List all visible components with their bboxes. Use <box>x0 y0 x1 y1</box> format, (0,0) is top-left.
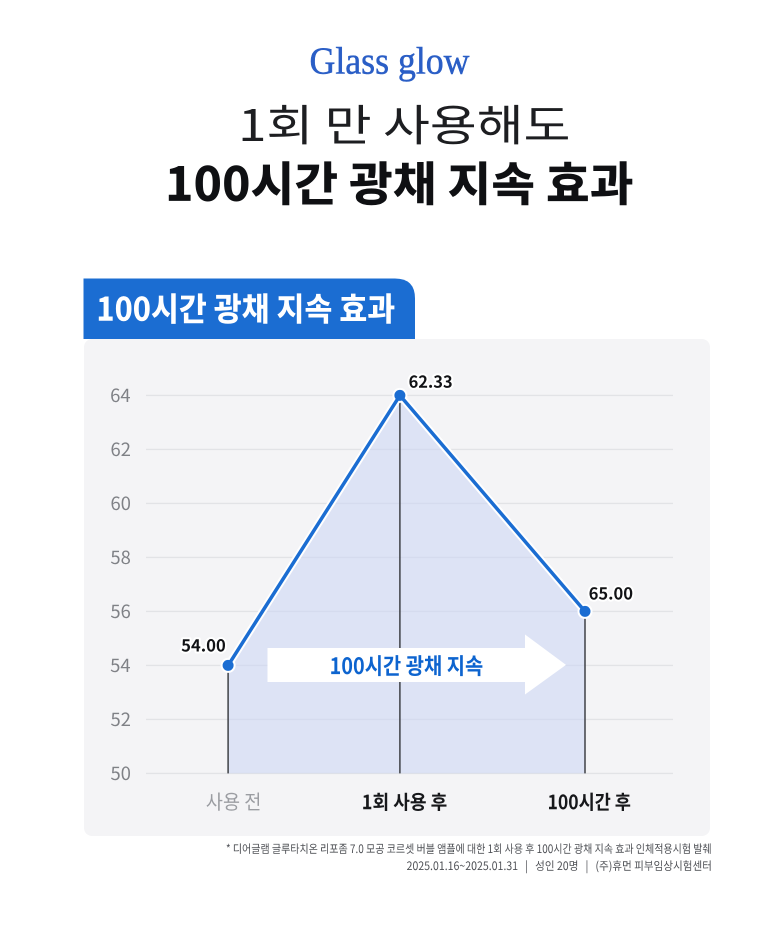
svg-text:Glass glow: Glass glow <box>310 41 471 83</box>
